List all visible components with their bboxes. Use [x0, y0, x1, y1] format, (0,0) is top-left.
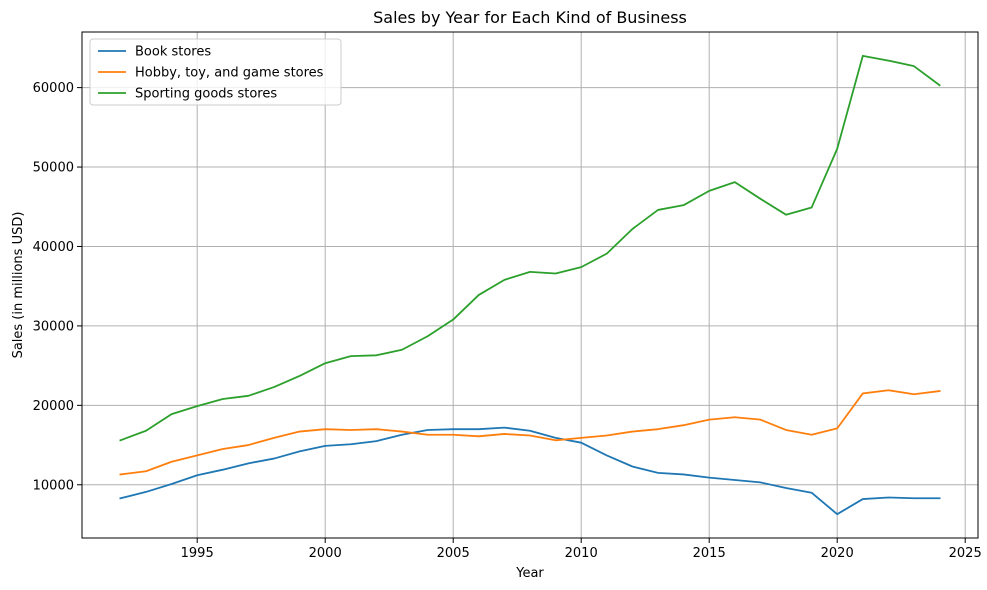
x-tick-label: 1995: [181, 546, 214, 561]
legend-label: Book stores: [135, 45, 211, 60]
x-tick-label: 2020: [821, 546, 854, 561]
series-line-0: [119, 426, 941, 516]
y-tick-label: 50000: [33, 161, 74, 176]
x-axis-title: Year: [515, 566, 544, 581]
grid: [82, 32, 978, 538]
y-tick-label: 30000: [33, 319, 74, 334]
series-line-2: [119, 54, 941, 442]
y-axis-title: Sales (in millions USD): [11, 212, 26, 359]
y-tick-label: 20000: [33, 399, 74, 414]
legend-label: Sporting goods stores: [135, 87, 277, 102]
legend-label: Hobby, toy, and game stores: [135, 66, 324, 81]
y-tick-label: 40000: [33, 240, 74, 255]
series-lines: [119, 54, 941, 516]
x-tick-label: 2015: [693, 546, 726, 561]
chart-title: Sales by Year for Each Kind of Business: [373, 8, 687, 27]
x-tick-label: 2025: [949, 546, 982, 561]
x-tick-label: 2000: [309, 546, 342, 561]
legend-box: [89, 38, 342, 106]
y-tick-label: 60000: [33, 81, 74, 96]
legend: Book stores Hobby, toy, and game stores Sp…: [89, 38, 342, 106]
plot-frame: [81, 31, 979, 539]
series-line-1: [119, 389, 941, 476]
x-tick-label: 2005: [437, 546, 470, 561]
axis-ticks: 1995 2000 2005 2010 2015 2020 2025 10000 20000 30…: [33, 81, 982, 561]
y-tick-label: 10000: [33, 478, 74, 493]
x-tick-label: 2010: [565, 546, 598, 561]
